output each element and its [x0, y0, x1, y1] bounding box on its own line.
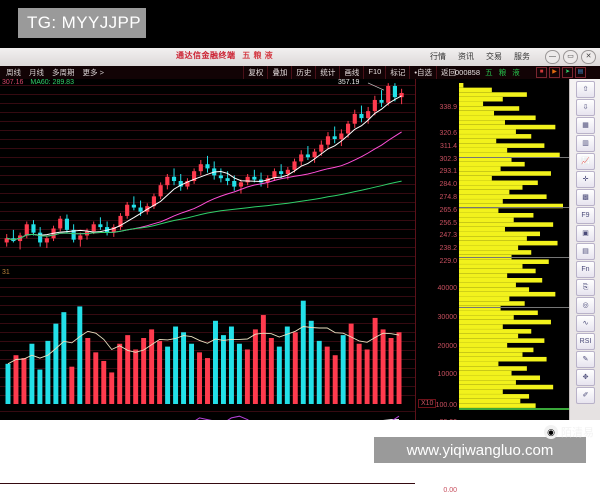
menu-history[interactable]: 历史 — [291, 66, 315, 79]
crosshair-icon[interactable]: ✛ — [576, 171, 595, 188]
price-indicator-line: 307.16 MA60: 289.83 — [2, 79, 74, 86]
scroll-down-icon[interactable]: ⇩ — [576, 99, 595, 116]
candlestick-svg — [0, 82, 415, 266]
chart-workspace: 307.16 MA60: 289.83 357.19 31 338.9 320.6… — [0, 79, 600, 494]
price-chart-pane[interactable]: 307.16 MA60: 289.83 357.19 — [0, 79, 415, 269]
tab-news[interactable]: 资讯 — [458, 52, 474, 61]
menu-stats[interactable]: 统计 — [315, 66, 339, 79]
minimize-button[interactable]: — — [545, 50, 560, 64]
price-axis-label: 238.2 — [439, 245, 457, 253]
window-icon[interactable]: ▣ — [576, 225, 595, 242]
list-icon[interactable]: ▤ — [576, 243, 595, 260]
price-axis-label: 311.4 — [440, 142, 457, 150]
volume-left-label: 31 — [2, 269, 10, 276]
telegram-tag: TG: MYYJJPP — [18, 8, 146, 38]
app-brand-title: 通达信金融终端 五 粮 液 — [176, 50, 273, 61]
tab-trade[interactable]: 交易 — [486, 52, 502, 61]
trading-app-window: 通达信金融终端 五 粮 液 行情 资讯 交易 服务 — ▭ ✕ 周线 月线 多周期 更多 > 复… — [0, 48, 600, 494]
menu-f10[interactable]: F10 — [363, 66, 385, 79]
menu-mark[interactable]: 标记 — [385, 66, 409, 79]
rsi-icon[interactable]: RSI — [576, 333, 595, 350]
price-axis-label: 265.6 — [439, 206, 457, 214]
oscillator-axis-label: 0.00 — [443, 487, 457, 494]
function-icon[interactable]: Fn — [576, 261, 595, 278]
volume-profile-baseline — [459, 408, 569, 410]
volume-axis-label: 10000 — [437, 371, 457, 379]
menu-left-group: 周线 月线 多周期 更多 > — [2, 67, 108, 78]
last-price-value: 307.16 — [2, 79, 24, 86]
toolbtn-record[interactable]: ■ — [536, 67, 547, 78]
wave-icon[interactable]: ∿ — [576, 315, 595, 332]
copy-icon[interactable]: ⎘ — [576, 279, 595, 296]
volume-axis-label: 20000 — [437, 342, 457, 350]
price-axis-label: 293.1 — [439, 168, 457, 176]
volume-profile-svg — [459, 83, 569, 408]
titlebar-menu: 行情 资讯 交易 服务 — [424, 50, 536, 63]
high-price-callout: 357.19 — [338, 79, 360, 86]
columns-icon[interactable]: ▥ — [576, 135, 595, 152]
telegram-watermark-band: TG: MYYJJPP — [0, 0, 600, 48]
volume-profile-pane[interactable] — [459, 79, 570, 420]
weibo-name: 陌清易 — [561, 427, 594, 439]
volume-chart-pane[interactable] — [0, 272, 415, 404]
price-axis-label: 247.3 — [439, 232, 457, 240]
menu-back[interactable]: 返回 — [436, 66, 460, 79]
f9-icon[interactable]: F9 — [576, 207, 595, 224]
edit-icon[interactable]: ✎ — [576, 351, 595, 368]
menu-right-group: 复权 叠加 历史 统计 画线 F10 标记 •自选 返回 — [243, 66, 460, 79]
toolbtn-forward[interactable]: ➤ — [562, 67, 573, 78]
target-icon[interactable]: ◎ — [576, 297, 595, 314]
window-controls: — ▭ ✕ — [545, 50, 596, 64]
maximize-button[interactable]: ▭ — [563, 50, 578, 64]
move-icon[interactable]: ✥ — [576, 369, 595, 386]
stock-code-box[interactable]: 000858 五 粮 液 — [455, 67, 522, 78]
layout-icon[interactable]: ▦ — [576, 117, 595, 134]
menu-strip: 周线 月线 多周期 更多 > 复权 叠加 历史 统计 画线 F10 标记 •自选 返回 000858 … — [0, 66, 600, 80]
stock-name: 五 粮 液 — [485, 68, 522, 77]
ma60-value: MA60: 289.83 — [30, 79, 74, 86]
site-watermark: www.yiqiwangluo.com — [374, 437, 586, 463]
price-axis-label: 302.3 — [439, 155, 457, 163]
price-axis-label: 320.6 — [439, 130, 457, 138]
menu-drawline[interactable]: 画线 — [339, 66, 363, 79]
menu-adjust[interactable]: 复权 — [243, 66, 267, 79]
volume-svg — [0, 278, 415, 404]
brand-stock-label: 五 粮 液 — [242, 51, 274, 60]
weibo-watermark: ◉ 陌清易 — [544, 424, 594, 440]
quick-tool-buttons: ■ ▶ ➤ ▤ — [536, 67, 586, 78]
volume-unit-label: X10 — [418, 399, 437, 408]
weibo-icon: ◉ — [544, 425, 558, 439]
price-axis-label: 284.0 — [439, 181, 457, 189]
trend-icon[interactable]: 📈 — [576, 153, 595, 170]
volume-axis-label: 30000 — [437, 313, 457, 321]
tab-quotes[interactable]: 行情 — [430, 52, 446, 61]
menu-more[interactable]: 更多 > — [82, 68, 104, 77]
scroll-up-icon[interactable]: ⇧ — [576, 81, 595, 98]
brand-label: 通达信金融终端 — [176, 51, 236, 60]
matrix-icon[interactable]: ▩ — [576, 189, 595, 206]
price-axis-label: 274.8 — [439, 194, 457, 202]
price-axis-label: 229.0 — [439, 258, 457, 265]
menu-weekly[interactable]: 周线 — [6, 68, 21, 77]
vertical-icon-toolbar: ⇧ ⇩ ▦ ▥ 📈 ✛ ▩ F9 ▣ ▤ Fn ⎘ ◎ ∿ RSI ✎ ✥ ✐ — [569, 79, 600, 422]
toolbtn-grid[interactable]: ▤ — [575, 67, 586, 78]
pencil-icon[interactable]: ✐ — [576, 387, 595, 404]
axis-gutter: 338.9 320.6 311.4 302.3 293.1 284.0 274.8 265.6… — [415, 79, 461, 494]
stock-code: 000858 — [455, 68, 481, 77]
menu-overlay[interactable]: 叠加 — [267, 66, 291, 79]
menu-monthly[interactable]: 月线 — [29, 68, 44, 77]
menu-watchlist[interactable]: •自选 — [409, 66, 436, 79]
volume-axis-label: 40000 — [437, 285, 457, 293]
price-axis-label: 256.5 — [439, 219, 457, 227]
oscillator-axis-label: 100.00 — [435, 402, 457, 409]
title-bar: 通达信金融终端 五 粮 液 行情 资讯 交易 服务 — ▭ ✕ — [0, 48, 600, 67]
toolbtn-play[interactable]: ▶ — [549, 67, 560, 78]
menu-multi-period[interactable]: 多周期 — [52, 68, 75, 77]
price-axis-label: 338.9 — [439, 104, 457, 112]
close-button[interactable]: ✕ — [581, 50, 596, 64]
tab-service[interactable]: 服务 — [514, 52, 530, 61]
